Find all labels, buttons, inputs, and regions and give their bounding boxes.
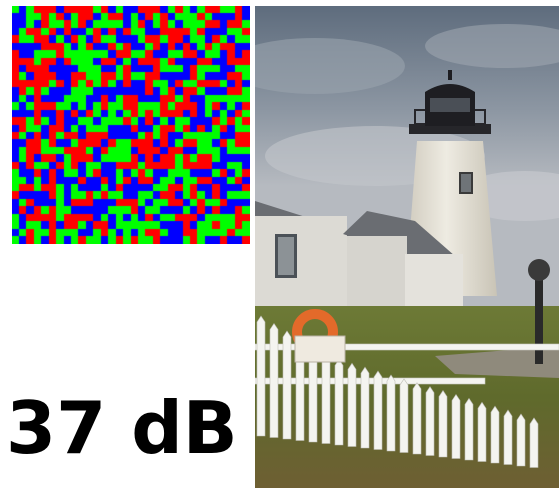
house-roof xyxy=(343,211,455,256)
psnr-label: 37 dB xyxy=(6,386,238,470)
fence-pickets xyxy=(256,315,539,468)
fence-picket xyxy=(477,401,487,462)
cloud xyxy=(255,38,405,94)
lighthouse-photo xyxy=(255,6,559,488)
boardwalk xyxy=(435,346,559,378)
fence-picket xyxy=(503,409,513,465)
lighthouse-cap xyxy=(425,84,475,92)
fence-picket xyxy=(412,382,422,455)
fence-picket xyxy=(529,417,539,468)
fence-picket xyxy=(334,358,344,446)
fence-picket xyxy=(386,374,396,452)
fence-picket xyxy=(438,390,448,458)
fence-picket xyxy=(516,413,526,467)
cloud xyxy=(425,24,559,68)
picket-fence xyxy=(255,343,559,385)
fence-picket xyxy=(308,351,318,443)
fence-picket xyxy=(399,378,409,453)
fence-picket xyxy=(321,354,331,444)
fence-picket xyxy=(360,366,370,449)
color-noise-mosaic xyxy=(12,6,250,244)
fence-picket xyxy=(269,322,279,438)
fence-picket xyxy=(464,397,474,461)
fence-picket xyxy=(425,386,435,456)
fence-picket xyxy=(256,315,266,437)
fence-picket xyxy=(373,370,383,450)
viewer-telescope xyxy=(528,259,550,281)
fence-picket xyxy=(451,393,461,459)
fence-picket xyxy=(282,330,292,440)
lighthouse-gallery xyxy=(409,124,491,134)
fence-picket xyxy=(490,405,500,464)
fence-picket xyxy=(347,362,357,447)
